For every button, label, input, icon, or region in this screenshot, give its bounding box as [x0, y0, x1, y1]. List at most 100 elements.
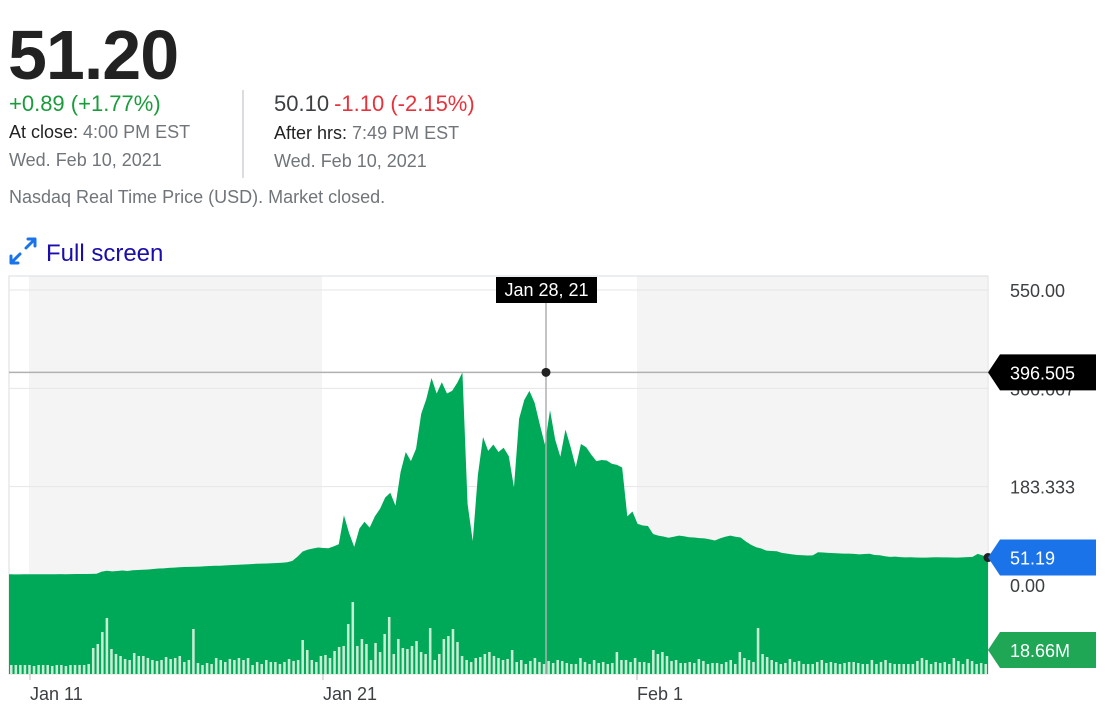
volume-bar	[674, 660, 678, 674]
volume-bar	[902, 664, 906, 674]
x-tick-label: Feb 1	[637, 684, 683, 704]
volume-bar	[770, 660, 773, 674]
volume-bar	[23, 665, 27, 674]
volume-bar	[155, 661, 159, 674]
volume-bar	[19, 665, 22, 674]
volume-bar	[210, 664, 213, 674]
volume-bar	[938, 663, 942, 674]
last-volume-label: 18.66M	[1010, 641, 1070, 661]
volume-bar	[424, 654, 427, 674]
volume-bar	[460, 656, 464, 674]
volume-bar	[979, 663, 983, 674]
close-date: Wed. Feb 10, 2021	[9, 150, 162, 170]
volume-bar	[428, 628, 432, 674]
crosshair-date-label: Jan 28, 21	[504, 280, 588, 300]
volume-bar	[32, 666, 36, 674]
volume-bar	[875, 664, 878, 674]
volume-bar	[310, 660, 314, 674]
volume-bar	[724, 662, 728, 674]
volume-bar	[196, 663, 200, 674]
volume-bar	[551, 663, 555, 674]
volume-bar	[479, 657, 482, 674]
volume-bar	[483, 654, 487, 674]
volume-bar	[205, 663, 209, 674]
volume-bar	[60, 665, 63, 674]
volume-bar	[342, 646, 345, 674]
volume-bar	[952, 658, 956, 674]
volume-bar	[606, 664, 610, 674]
divider	[242, 90, 244, 178]
volume-bar	[488, 652, 491, 674]
volume-bar	[893, 664, 896, 674]
volume-bar	[410, 646, 414, 674]
volume-bar	[579, 658, 582, 674]
volume-bar	[374, 643, 377, 674]
volume-bar	[620, 660, 623, 674]
volume-bar	[670, 661, 673, 674]
volume-bar	[228, 659, 232, 674]
volume-bar	[975, 664, 978, 674]
volume-bar	[629, 662, 632, 674]
volume-bar	[69, 665, 72, 674]
volume-bar	[524, 664, 528, 674]
volume-bar	[870, 660, 874, 674]
volume-bar	[164, 657, 168, 674]
close-info: +0.89 (+1.77%) At close: 4:00 PM EST Wed…	[9, 90, 190, 174]
volume-bar	[292, 661, 295, 674]
volume-bar	[233, 660, 236, 674]
volume-bar	[642, 662, 646, 674]
volume-bar	[774, 662, 778, 674]
volume-bar	[519, 660, 523, 674]
volume-bar	[114, 654, 118, 674]
volume-bar	[583, 662, 587, 674]
volume-bar	[456, 642, 459, 674]
volume-bar	[178, 656, 182, 674]
volume-bar	[916, 661, 919, 674]
volume-bar	[761, 654, 764, 674]
volume-bar	[78, 665, 81, 674]
volume-bar	[433, 660, 437, 674]
volume-bar	[888, 663, 892, 674]
after-hours-date: Wed. Feb 10, 2021	[274, 151, 427, 171]
volume-bar	[96, 644, 100, 674]
volume-bar	[661, 652, 664, 674]
volume-bar	[469, 662, 473, 674]
volume-bar	[784, 663, 787, 674]
volume-bar	[588, 664, 591, 674]
volume-bar	[50, 666, 54, 674]
volume-bar	[397, 639, 400, 674]
volume-bar	[811, 664, 814, 674]
volume-bar	[743, 658, 746, 674]
crosshair-value-label: 396.505	[1010, 363, 1075, 383]
volume-bar	[706, 664, 710, 674]
price-change: +0.89 (+1.77%)	[9, 91, 161, 116]
volume-bar	[907, 664, 910, 674]
volume-bar	[720, 664, 723, 674]
after-hours-time: 7:49 PM EST	[352, 123, 460, 143]
volume-bar	[274, 662, 277, 674]
volume-bar	[970, 661, 974, 674]
volume-bar	[806, 664, 810, 674]
full-screen-button[interactable]: Full screen	[8, 236, 163, 271]
volume-bar	[497, 658, 500, 674]
after-hours-label: After hrs:	[274, 123, 348, 143]
volume-bar	[278, 664, 282, 674]
volume-bar	[943, 662, 947, 674]
volume-bar	[665, 656, 669, 674]
volume-bar	[260, 664, 263, 674]
volume-bar	[638, 662, 641, 674]
volume-bar	[87, 664, 90, 674]
volume-bar	[934, 662, 937, 674]
volume-bar	[820, 660, 824, 674]
volume-bar	[574, 664, 578, 674]
volume-bar	[137, 656, 141, 674]
volume-bar	[501, 660, 505, 674]
volume-bar	[756, 628, 760, 674]
volume-bar	[843, 663, 846, 674]
volume-bar	[123, 659, 127, 674]
volume-bar	[861, 664, 865, 674]
x-tick-label: Jan 11	[30, 684, 83, 704]
volume-bar	[142, 656, 145, 674]
volume-bar	[729, 660, 732, 674]
